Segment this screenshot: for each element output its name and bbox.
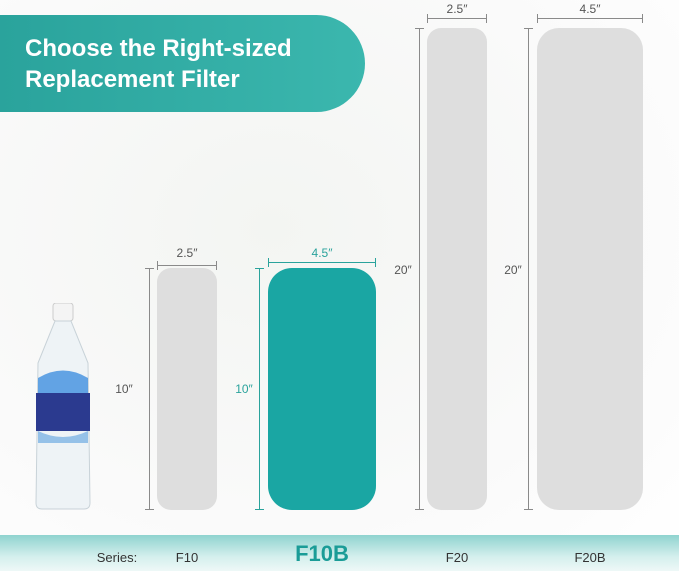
- series-f20b: F20B: [574, 550, 606, 565]
- f20-height-label: 20″: [394, 263, 412, 277]
- series-f10: F10: [175, 550, 199, 565]
- header-line-1: Choose the Right-sized: [25, 35, 292, 62]
- series-band: [0, 535, 679, 571]
- f20b-height-label: 20″: [504, 263, 522, 277]
- f10-width-label: 2.5″: [176, 246, 198, 260]
- f20b-filter-shape: [537, 28, 643, 510]
- f10b-width-label: 4.5″: [311, 246, 333, 260]
- series-label: Series:: [96, 550, 138, 565]
- f20-filter-shape: [427, 28, 487, 510]
- f10-height-dimension: [145, 268, 154, 510]
- f10b-filter-shape: [268, 268, 376, 510]
- f10b-width-dimension: [268, 258, 376, 267]
- f10-filter-shape: [157, 268, 217, 510]
- f20b-width-dimension: [537, 14, 643, 23]
- f10-width-dimension: [157, 261, 217, 270]
- f20-height-dimension: [415, 28, 424, 510]
- series-f20: F20: [445, 550, 469, 565]
- f20-width-dimension: [427, 14, 487, 23]
- series-f10b: F10B: [295, 541, 349, 566]
- header-banner: Choose the Right-sized Replacement Filte…: [0, 15, 365, 112]
- water-bottle-image: [35, 303, 91, 510]
- f20b-width-label: 4.5″: [579, 2, 601, 16]
- header-line-2: Replacement Filter: [25, 66, 240, 93]
- f10b-height-label: 10″: [235, 382, 253, 396]
- f10b-height-dimension: [255, 268, 264, 510]
- f20-width-label: 2.5″: [446, 2, 468, 16]
- f10-height-label: 10″: [115, 382, 133, 396]
- f20b-height-dimension: [524, 28, 533, 510]
